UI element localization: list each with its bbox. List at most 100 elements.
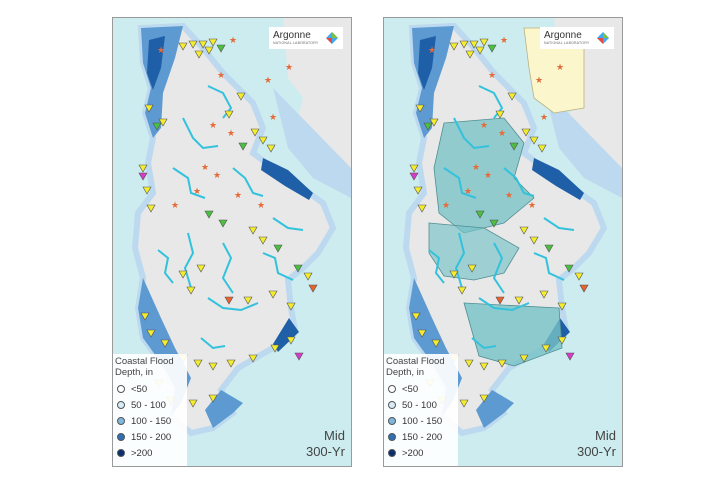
zone-overlay-teal	[428, 222, 520, 281]
river-line	[221, 242, 234, 294]
triangle-marker-icon	[293, 264, 303, 273]
logo-subtitle: NATIONAL LABORATORY	[273, 40, 319, 45]
triangle-marker-icon	[544, 244, 554, 253]
triangle-marker-icon	[479, 362, 489, 371]
triangle-marker-icon	[519, 226, 529, 235]
triangle-marker-icon	[270, 344, 280, 353]
triangle-marker-icon	[226, 359, 236, 368]
triangle-marker-icon	[248, 354, 258, 363]
map-panel-left: ★★★★★★★★★★★★★★★ Argonne NATIONAL LABORAT…	[112, 17, 352, 467]
argonne-logo-icon	[597, 32, 609, 44]
triangle-marker-icon	[415, 104, 425, 113]
triangle-marker-icon	[495, 110, 505, 119]
triangle-marker-icon	[286, 302, 296, 311]
legend-title: Coastal Flood Depth, in	[115, 356, 174, 378]
river-line	[232, 167, 264, 197]
triangle-marker-icon	[194, 50, 204, 59]
triangle-marker-icon	[273, 244, 283, 253]
triangle-marker-icon	[198, 40, 208, 49]
legend-swatch	[388, 401, 396, 409]
legend-swatch	[388, 433, 396, 441]
triangle-marker-icon	[138, 164, 148, 173]
triangle-marker-icon	[487, 44, 497, 53]
star-marker-icon: ★	[217, 71, 225, 81]
river-line	[428, 249, 445, 284]
star-marker-icon: ★	[484, 171, 492, 181]
flood-zone-light	[273, 88, 351, 198]
triangle-marker-icon	[449, 42, 459, 51]
triangle-marker-icon	[479, 38, 489, 47]
river-line	[157, 249, 174, 284]
triangle-marker-icon	[579, 284, 589, 293]
triangle-marker-icon	[196, 264, 206, 273]
legend-item: <50	[117, 382, 147, 396]
triangle-marker-icon	[188, 399, 198, 408]
legend-item: 150 - 200	[117, 430, 171, 444]
river-line	[453, 117, 490, 150]
triangle-marker-icon	[557, 302, 567, 311]
star-marker-icon: ★	[234, 191, 242, 201]
triangle-marker-icon	[429, 118, 439, 127]
argonne-logo: Argonne NATIONAL LABORATORY	[540, 27, 614, 49]
triangle-marker-icon	[564, 264, 574, 273]
scenario-line2: 300-Yr	[305, 444, 345, 459]
legend-swatch	[117, 433, 125, 441]
triangle-marker-icon	[224, 110, 234, 119]
legend-item: >200	[117, 446, 152, 460]
legend-swatch	[388, 449, 396, 457]
triangle-marker-icon	[258, 236, 268, 245]
flood-zone-light	[544, 88, 622, 198]
star-marker-icon: ★	[472, 163, 480, 173]
triangle-marker-icon	[495, 296, 505, 305]
star-marker-icon: ★	[257, 201, 265, 211]
star-marker-icon: ★	[428, 46, 436, 56]
triangle-marker-icon	[140, 312, 150, 321]
triangle-marker-icon	[519, 354, 529, 363]
star-marker-icon: ★	[505, 191, 513, 201]
triangle-marker-icon	[423, 122, 433, 131]
legend-item: >200	[388, 446, 423, 460]
star-marker-icon: ★	[213, 171, 221, 181]
star-marker-icon: ★	[269, 113, 277, 123]
legend-item: 150 - 200	[388, 430, 442, 444]
triangle-marker-icon	[308, 284, 318, 293]
triangle-marker-icon	[565, 352, 575, 361]
triangle-marker-icon	[537, 144, 547, 153]
triangle-marker-icon	[204, 210, 214, 219]
triangle-marker-icon	[529, 136, 539, 145]
triangle-marker-icon	[489, 219, 499, 228]
scenario-line1: Mid	[595, 428, 616, 443]
river-line	[471, 337, 497, 350]
star-marker-icon: ★	[528, 201, 536, 211]
triangle-marker-icon	[541, 344, 551, 353]
river-line	[272, 217, 304, 231]
triangle-marker-icon	[467, 264, 477, 273]
triangle-marker-icon	[574, 272, 584, 281]
triangle-marker-icon	[497, 359, 507, 368]
argonne-logo-icon	[326, 32, 338, 44]
river-line	[503, 167, 535, 197]
legend-swatch	[388, 417, 396, 425]
triangle-marker-icon	[243, 296, 253, 305]
triangle-marker-icon	[224, 296, 234, 305]
scenario-label: Mid 300-Yr	[306, 428, 345, 460]
map-panel-right: ★★★★★★★★★★★★★★★ Argonne NATIONAL LABORAT…	[383, 17, 623, 467]
triangle-marker-icon	[457, 286, 467, 295]
river-line	[454, 232, 466, 289]
triangle-marker-icon	[286, 336, 296, 345]
triangle-marker-icon	[507, 92, 517, 101]
star-marker-icon: ★	[227, 129, 235, 139]
triangle-marker-icon	[208, 394, 218, 403]
triangle-marker-icon	[258, 136, 268, 145]
triangle-marker-icon	[193, 359, 203, 368]
legend-swatch	[117, 385, 125, 393]
triangle-marker-icon	[417, 329, 427, 338]
triangle-marker-icon	[431, 339, 441, 348]
triangle-marker-icon	[142, 186, 152, 195]
legend-swatch	[388, 385, 396, 393]
triangle-marker-icon	[465, 50, 475, 59]
flood-zone-mid	[138, 26, 243, 428]
legend-item: 50 - 100	[388, 398, 437, 412]
triangle-marker-icon	[188, 40, 198, 49]
triangle-marker-icon	[218, 219, 228, 228]
